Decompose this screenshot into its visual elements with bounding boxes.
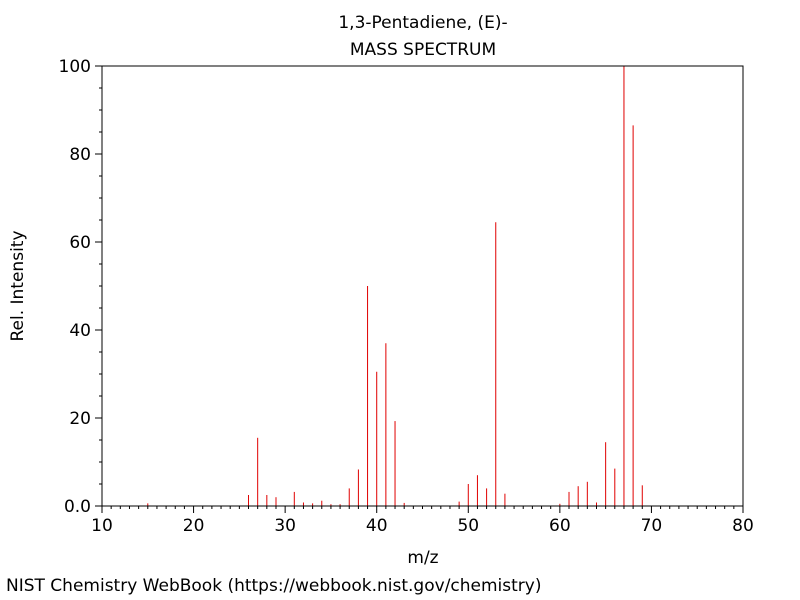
y-tick-label: 40 xyxy=(69,321,91,341)
x-axis-label: m/z xyxy=(407,548,438,568)
source-credit: NIST Chemistry WebBook (https://webbook.… xyxy=(6,576,542,596)
y-axis-label: Rel. Intensity xyxy=(8,230,28,341)
y-tick-label: 60 xyxy=(69,233,91,253)
y-tick-label: 100 xyxy=(59,57,91,77)
y-tick-label: 0.0 xyxy=(64,497,91,517)
minor-ticks xyxy=(99,87,735,509)
chart-subtitle: MASS SPECTRUM xyxy=(350,40,496,60)
chart-title: 1,3-Pentadiene, (E)- xyxy=(338,13,507,33)
x-tick-label: 50 xyxy=(457,516,479,536)
x-tick-label: 20 xyxy=(183,516,205,536)
x-tick-label: 80 xyxy=(732,516,754,536)
y-axis-ticks: 0.0 20 40 60 80 100 xyxy=(59,57,102,517)
plot-frame xyxy=(101,65,744,507)
x-tick-label: 60 xyxy=(549,516,571,536)
y-tick-label: 20 xyxy=(69,409,91,429)
x-axis-ticks: 10 20 30 40 50 60 70 80 xyxy=(91,506,754,536)
x-tick-label: 40 xyxy=(366,516,388,536)
spectrum-peaks xyxy=(147,66,643,506)
x-tick-label: 10 xyxy=(91,516,113,536)
y-tick-label: 80 xyxy=(69,145,91,165)
x-tick-label: 30 xyxy=(274,516,296,536)
x-tick-label: 70 xyxy=(641,516,663,536)
